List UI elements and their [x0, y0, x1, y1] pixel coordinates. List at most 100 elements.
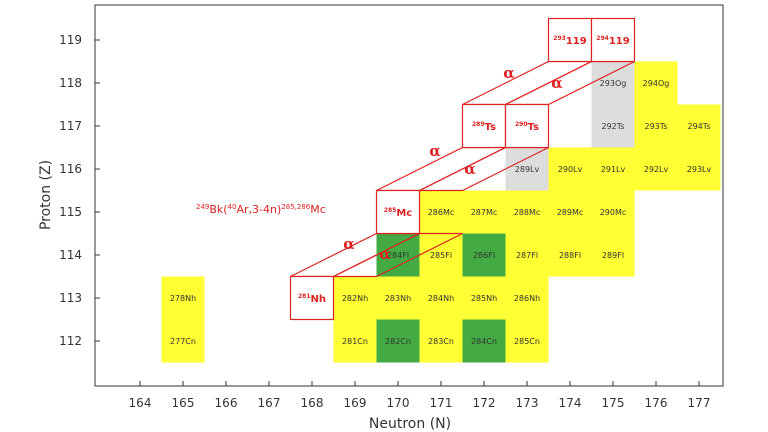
x-tick-label: 169	[344, 396, 367, 410]
new-isotope-box	[504, 103, 550, 149]
decay-chain-link	[462, 60, 592, 106]
alpha-decay-labels: α α α α α α	[343, 64, 563, 263]
y-axis-ticks: 112 113 114 115 116 117 118 119	[59, 33, 100, 348]
y-tick-label: 119	[59, 33, 82, 47]
nuclide-cell-label: 292Lv	[644, 165, 669, 174]
nuclide-cell: 292Lv	[634, 147, 678, 191]
nuclide-cell-box	[161, 276, 205, 320]
nuclide-cell-box	[376, 233, 420, 277]
nuclide-cell-box	[376, 276, 420, 320]
nuclide-cell-box	[548, 233, 592, 277]
nuclide-cell-label: 289Fl	[602, 251, 624, 260]
new-isotope-cell: 290Ts	[504, 103, 550, 149]
nuclide-cell: 293Ts	[634, 104, 678, 148]
new-isotope-box	[461, 103, 507, 149]
new-isotope-box	[289, 275, 335, 321]
nuclide-cell-label: 282Nh	[342, 294, 368, 303]
new-isotope-mass: 281	[298, 293, 311, 300]
x-tick-label: 165	[172, 396, 195, 410]
nuclide-cell-label: 286Mc	[428, 208, 455, 217]
nuclide-cell-box	[505, 233, 549, 277]
nuclide-cell-box	[419, 319, 463, 363]
nuclide-cell: 286Fl	[462, 233, 506, 277]
nuclide-cell: 290Lv	[548, 147, 592, 191]
x-axis-ticks: 164 165 166 167 168 169 170 171 172 173 174 175 176 1…	[129, 381, 710, 410]
nuclide-cell-box	[591, 190, 635, 234]
new-isotope-cell: 289Ts	[461, 103, 507, 149]
nuclide-cell-label: 290Mc	[600, 208, 627, 217]
new-isotope-mass: 285	[384, 207, 397, 214]
nuclide-cell-label: 281Cn	[342, 337, 368, 346]
x-tick-label: 167	[258, 396, 281, 410]
nuclide-cell-box	[677, 104, 721, 148]
nuclide-cell-box	[462, 276, 506, 320]
nuclide-cell: 277Cn	[161, 319, 205, 363]
alpha-decay-label: α	[464, 160, 476, 178]
projectile-symbol: Ar,3-4n)	[237, 203, 282, 216]
nuclide-cell-label: 285Fl	[430, 251, 452, 260]
nuclide-cell-label: 284Cn	[471, 337, 497, 346]
target-mass: 249	[196, 203, 209, 211]
decay-chain-link	[376, 146, 506, 192]
nuclide-cell: 278Nh	[161, 276, 205, 320]
nuclide-cell: 282Nh	[333, 276, 377, 320]
y-tick-label: 118	[59, 76, 82, 90]
new-isotope-mass: 289	[472, 121, 485, 128]
new-isotope-cell: 281Nh	[289, 275, 335, 321]
nuclide-cell: 283Nh	[376, 276, 420, 320]
nuclide-cell: 285Fl	[419, 233, 463, 277]
nuclide-cell: 294Ts	[677, 104, 721, 148]
nuclide-cell-box	[634, 61, 678, 105]
x-tick-label: 176	[645, 396, 668, 410]
nuclide-cell-label: 286Nh	[514, 294, 540, 303]
nuclide-cell-box	[419, 233, 463, 277]
new-isotope-label: 289Ts	[472, 121, 496, 133]
nuclide-cell-label: 289Mc	[557, 208, 584, 217]
alpha-decay-label: α	[379, 245, 391, 263]
nuclide-cell-label: 291Lv	[601, 165, 626, 174]
new-isotope-mass: 294	[596, 35, 609, 42]
new-isotope-box	[375, 189, 421, 235]
alpha-decay-label: α	[429, 142, 441, 160]
decay-chain-link	[333, 232, 463, 278]
nuclide-cell-box	[548, 147, 592, 191]
nuclide-cell-label: 282Cn	[385, 337, 411, 346]
nuclide-cell-label: 283Cn	[428, 337, 454, 346]
new-isotope-symbol: 119	[566, 36, 587, 47]
nuclide-cell-label: 293Lv	[687, 165, 712, 174]
product-mass: 285,286	[281, 203, 310, 211]
new-isotope-mass: 290	[515, 121, 528, 128]
nuclide-cell-label: 294Ts	[688, 122, 711, 131]
alpha-decay-label: α	[343, 235, 355, 253]
nuclide-cell: 288Mc	[505, 190, 549, 234]
x-axis-title: Neutron (N)	[369, 416, 451, 432]
y-axis-title: Proton (Z)	[38, 160, 54, 230]
nuclide-cell-label: 293Og	[600, 79, 627, 88]
nuclide-cell: 286Nh	[505, 276, 549, 320]
nuclide-cell: 287Mc	[462, 190, 506, 234]
reaction-label: 249Bk(40Ar,3-4n)285,286Mc	[196, 203, 326, 216]
nuclide-cell: 285Nh	[462, 276, 506, 320]
nuclide-cell: 288Fl	[548, 233, 592, 277]
nuclide-cell-label: 277Cn	[170, 337, 196, 346]
new-isotope-label: 285Mc	[384, 207, 412, 219]
nuclide-cell-box	[462, 190, 506, 234]
x-tick-label: 170	[387, 396, 410, 410]
new-isotope-symbol: Ts	[485, 122, 496, 133]
nuclide-cell-label: 287Fl	[516, 251, 538, 260]
x-tick-label: 164	[129, 396, 152, 410]
nuclide-cell: 290Mc	[591, 190, 635, 234]
nuclide-cell-label: 288Mc	[514, 208, 541, 217]
nuclide-cell-label: 289Lv	[515, 165, 540, 174]
product-symbol: Mc	[310, 203, 326, 216]
y-tick-label: 114	[59, 248, 82, 262]
nuclide-cell-box	[591, 233, 635, 277]
new-isotope-cell: 294119	[590, 17, 636, 63]
nuclide-cell-box	[419, 190, 463, 234]
new-isotope-label: 293119	[553, 35, 586, 47]
new-isotope-label: 294119	[596, 35, 629, 47]
nuclide-cell-box	[462, 319, 506, 363]
nuclide-cell: 293Lv	[677, 147, 721, 191]
new-isotope-cell: 285Mc	[375, 189, 421, 235]
